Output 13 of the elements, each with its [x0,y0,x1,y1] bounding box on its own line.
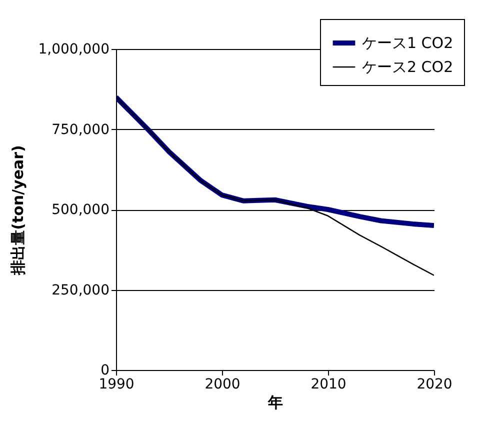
x-tick-label: 2000 [204,376,240,392]
y-tick-label: 1,000,000 [38,42,110,58]
y-axis-title: 排出量(ton/year) [9,145,28,276]
x-tick-label: 2010 [310,376,346,392]
y-tick-label: 750,000 [52,122,110,138]
x-tick-label: 1990 [98,376,134,392]
legend-label: ケース1 CO2 [362,34,454,52]
x-axis-title: 年 [267,394,283,412]
y-tick-label: 500,000 [52,202,110,218]
legend-label: ケース2 CO2 [362,58,454,76]
x-tick-label: 2020 [416,376,452,392]
y-tick-label: 250,000 [52,282,110,298]
y-tick-label: 0 [100,362,110,378]
